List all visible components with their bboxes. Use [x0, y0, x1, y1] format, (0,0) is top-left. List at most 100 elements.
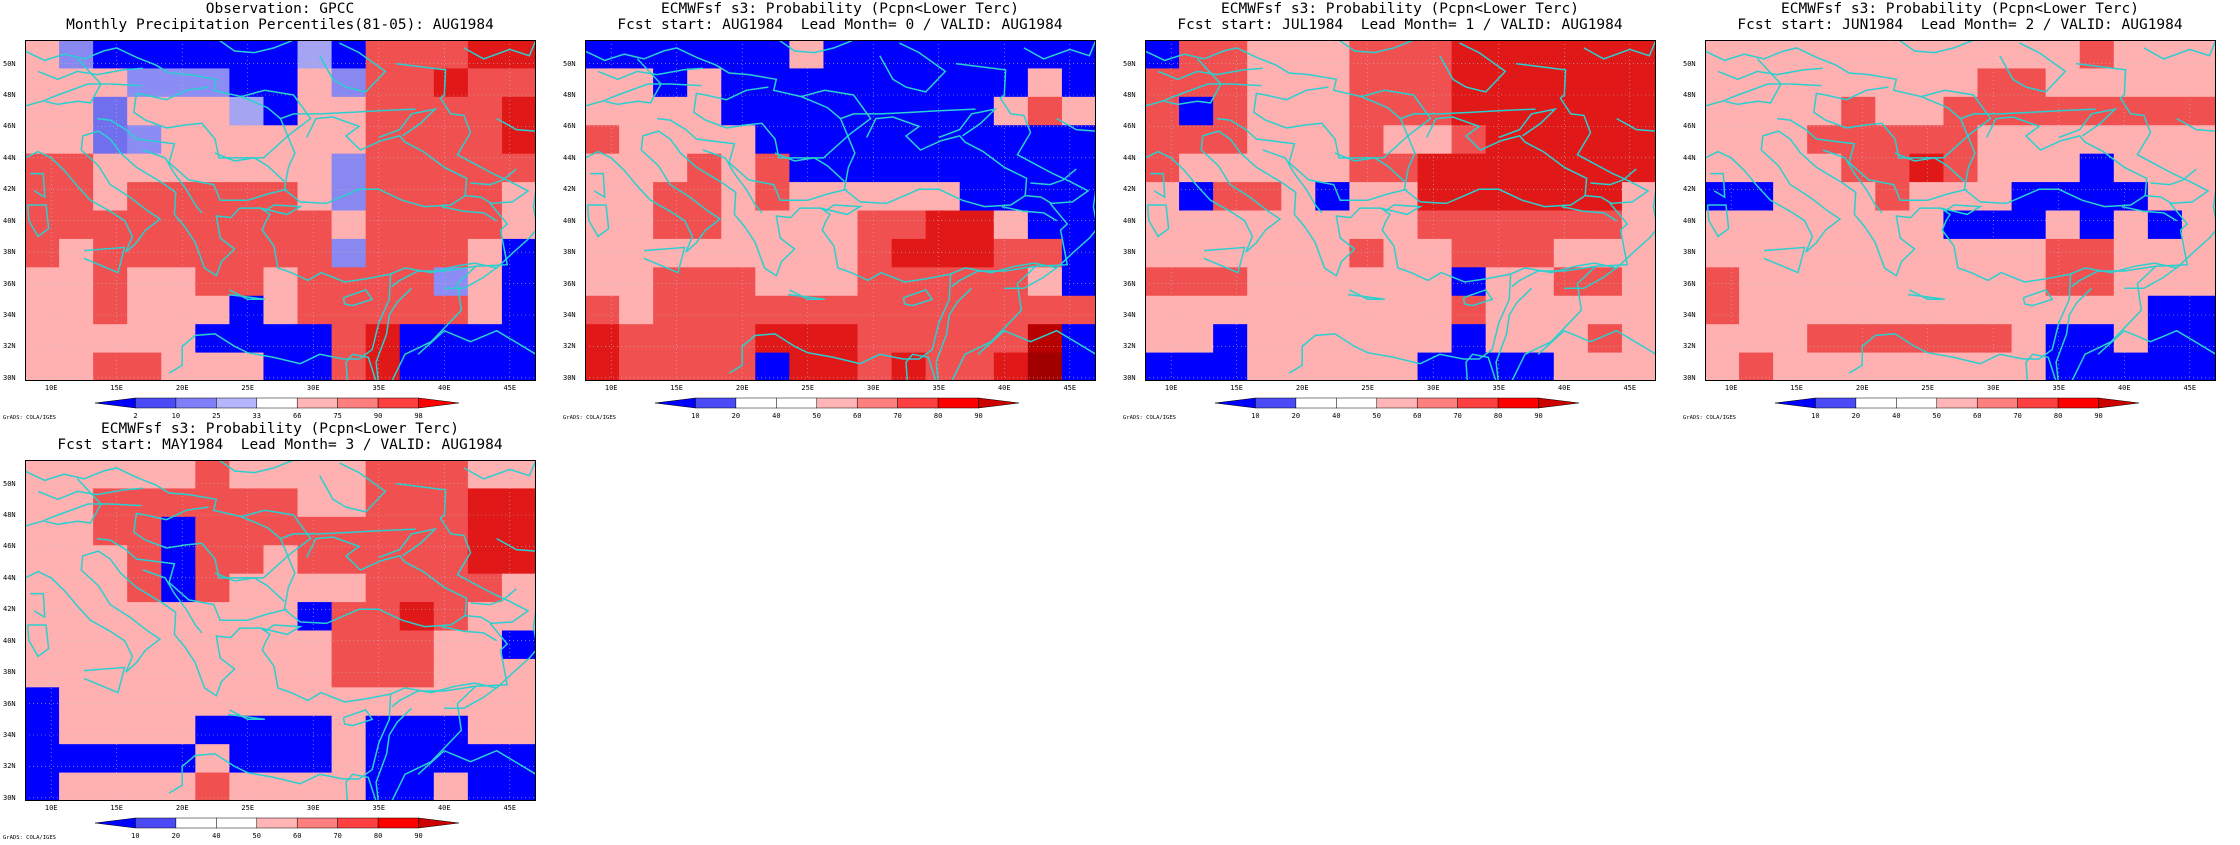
grid-cell: [585, 295, 620, 325]
grid-cell: [619, 210, 654, 240]
grid-cell: [1451, 182, 1487, 212]
grid-cell: [687, 210, 722, 240]
grid-cell: [823, 125, 859, 155]
lon-tick-label: 45E: [1623, 384, 1637, 392]
coastline: [1822, 149, 1883, 214]
grid-cell: [1909, 267, 1945, 297]
colorbar-swatch: [1976, 397, 2018, 409]
grid-cell: [1061, 324, 1096, 354]
lat-tick-label: 48N: [1683, 91, 1696, 99]
grid-cell: [891, 182, 927, 212]
grid-cell: [2011, 182, 2047, 212]
grid-cell: [127, 210, 162, 240]
grid-cell: [959, 125, 995, 155]
grid-cell: [501, 96, 536, 126]
grid-cell: [467, 68, 503, 98]
grid-cell: [433, 545, 469, 575]
grid-cell: [127, 352, 162, 381]
grid-cell: [1213, 40, 1248, 70]
coastline: [2055, 287, 2093, 381]
grid-cell: [1519, 125, 1555, 155]
grid-cell: [161, 267, 196, 297]
grid-cell: [501, 295, 536, 325]
grid-cell: [229, 687, 265, 717]
grid-cell: [195, 210, 230, 240]
panel-title: ECMWFsf s3: Probability (Pcpn<Lower Terc…: [101, 421, 459, 437]
grid-cell: [1383, 125, 1419, 155]
lat-tick-label: 44N: [1123, 153, 1136, 162]
grid-cell: [1485, 153, 1521, 183]
grid-cell: [501, 488, 536, 518]
grid-cell: [263, 238, 299, 268]
coastline: [1217, 117, 1408, 202]
grid-cell: [959, 352, 995, 381]
map-frame: [585, 40, 1096, 381]
grid-cell: [2147, 352, 2183, 381]
lat-tick-label: 34N: [3, 731, 16, 739]
lat-tick-label: 46N: [3, 542, 16, 551]
precip-map: [585, 40, 1096, 381]
grid-cell: [721, 238, 756, 268]
grid-cell: [1247, 324, 1282, 354]
grid-cell: [297, 545, 333, 575]
grid-cell: [501, 744, 536, 774]
grid-cell: [653, 238, 688, 268]
grid-cell: [229, 772, 265, 801]
grid-cell: [1451, 210, 1487, 240]
grid-cell: [1977, 182, 2013, 212]
grid-cell: [1909, 324, 1945, 354]
lon-tick-label: 30E: [1986, 384, 2000, 392]
grid-cell: [93, 488, 128, 518]
panel-title: Observation: GPCC: [205, 1, 355, 17]
coastline: [345, 353, 377, 381]
grid-cell: [229, 744, 265, 774]
grid-cell: [1841, 238, 1876, 268]
grid-cell: [1417, 267, 1453, 297]
grid-cell: [501, 687, 536, 717]
colorbar-label: 70: [2013, 412, 2022, 420]
coastline: [800, 95, 976, 120]
grid-cell: [1739, 267, 1774, 297]
colorbar-swatch: [216, 397, 258, 409]
coastline: [778, 40, 854, 54]
grid-cell: [1977, 210, 2013, 240]
grid-cell: [1807, 182, 1842, 212]
grid-cell: [297, 573, 333, 603]
coastline: [1510, 229, 1656, 275]
grid-cell: [687, 238, 722, 268]
colorbar-swatch: [1376, 397, 1418, 409]
grid-cell: [993, 238, 1029, 268]
colorbar: [1214, 397, 1580, 409]
grid-cell: [1587, 153, 1623, 183]
grid-cell: [2011, 324, 2047, 354]
lat-tick-label: 42N: [3, 185, 16, 194]
colorbar-label: 10: [171, 412, 181, 420]
grid-cell: [1773, 324, 1808, 354]
grid-cell: [857, 40, 893, 70]
colorbar-swatch: [1295, 397, 1337, 409]
grid-cell: [195, 744, 230, 774]
coastline: [1334, 152, 1405, 182]
grid-cell: [59, 545, 94, 575]
grid-cell: [1247, 267, 1282, 297]
grid-cell: [467, 324, 503, 354]
grid-cell: [2045, 238, 2081, 268]
grid-cell: [467, 715, 503, 745]
grid-cell: [501, 630, 536, 660]
grid-cell: [1349, 210, 1385, 240]
grid-cell: [1943, 267, 1979, 297]
colorbar-swatch: [735, 397, 777, 409]
grid-cell: [127, 153, 162, 183]
grid-cell: [1807, 210, 1842, 240]
grid-cell: [25, 352, 60, 381]
colorbar-swatch: [216, 817, 258, 829]
coastline: [214, 152, 285, 182]
colorbar-label: 40: [1332, 412, 1341, 420]
lon-tick-label: 40E: [437, 384, 451, 392]
coastline: [1894, 152, 1965, 182]
grid-cell: [959, 153, 995, 183]
coastline: [279, 536, 468, 628]
coastline: [788, 289, 825, 301]
coastline: [1495, 287, 1533, 381]
grid-cell: [2045, 210, 2081, 240]
